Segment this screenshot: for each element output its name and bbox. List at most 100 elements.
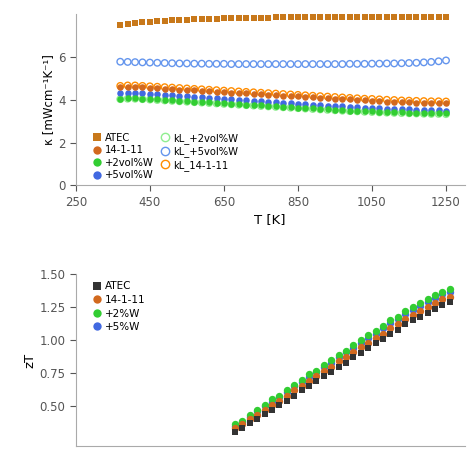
- +5%W: [416, 302, 424, 310]
- 14-1-11: [350, 348, 357, 356]
- kL_+5vol%W: [228, 60, 235, 68]
- kL_+2vol%W: [183, 98, 191, 106]
- kL_+2vol%W: [146, 96, 154, 103]
- 14-1-11: [242, 90, 250, 97]
- kL_+2vol%W: [139, 95, 146, 103]
- ATEC: [272, 14, 280, 21]
- ATEC: [346, 13, 354, 20]
- +2%W: [320, 362, 328, 369]
- 14-1-11: [420, 99, 428, 107]
- ATEC: [146, 18, 154, 26]
- +2%W: [246, 411, 254, 419]
- +2%W: [231, 421, 239, 428]
- ATEC: [328, 368, 335, 375]
- kL_+2vol%W: [235, 101, 243, 109]
- +2vol%W: [442, 109, 450, 117]
- 14-1-11: [287, 92, 294, 100]
- kL_+5vol%W: [405, 59, 413, 67]
- +2%W: [313, 367, 320, 374]
- ATEC: [235, 14, 243, 22]
- 14-1-11: [338, 95, 346, 103]
- kL_+2vol%W: [354, 108, 361, 115]
- kL_+5vol%W: [412, 59, 420, 66]
- kL_+5vol%W: [205, 60, 213, 68]
- kL_14-1-11: [398, 97, 405, 104]
- +2vol%W: [220, 100, 228, 107]
- ATEC: [412, 13, 420, 20]
- 14-1-11: [205, 88, 213, 95]
- +5%W: [335, 354, 342, 361]
- ATEC: [131, 19, 139, 27]
- kL_+5vol%W: [191, 60, 198, 67]
- +5%W: [298, 379, 305, 386]
- +2%W: [254, 406, 261, 414]
- kL_14-1-11: [301, 91, 309, 99]
- +2%W: [446, 285, 454, 292]
- ATEC: [176, 16, 183, 24]
- 14-1-11: [168, 85, 176, 93]
- ATEC: [205, 15, 213, 23]
- kL_14-1-11: [354, 94, 361, 102]
- kL_14-1-11: [375, 96, 383, 103]
- ATEC: [431, 305, 439, 312]
- +5%W: [431, 294, 439, 302]
- kL_14-1-11: [368, 95, 376, 103]
- +5vol%W: [428, 106, 435, 114]
- kL_+2vol%W: [117, 95, 124, 103]
- +5%W: [283, 388, 291, 395]
- 14-1-11: [279, 92, 287, 100]
- ATEC: [254, 415, 261, 423]
- Y-axis label: zT: zT: [24, 352, 36, 367]
- ATEC: [242, 14, 250, 22]
- ATEC: [268, 406, 276, 414]
- +5vol%W: [168, 91, 176, 99]
- 14-1-11: [354, 96, 361, 104]
- kL_+5vol%W: [391, 60, 398, 67]
- 14-1-11: [272, 91, 280, 99]
- +5%W: [409, 306, 417, 314]
- +2%W: [342, 347, 350, 355]
- +2vol%W: [375, 108, 383, 116]
- 14-1-11: [235, 89, 243, 97]
- +5vol%W: [272, 99, 280, 106]
- +2vol%W: [428, 109, 435, 117]
- kL_14-1-11: [324, 93, 331, 100]
- +5vol%W: [435, 107, 442, 114]
- kL_14-1-11: [420, 97, 428, 105]
- kL_+5vol%W: [131, 58, 139, 66]
- kL_14-1-11: [338, 94, 346, 101]
- +2vol%W: [361, 107, 368, 115]
- ATEC: [357, 350, 365, 357]
- +2vol%W: [235, 100, 243, 108]
- kL_+5vol%W: [398, 59, 405, 67]
- kL_+5vol%W: [301, 60, 309, 68]
- +2vol%W: [301, 104, 309, 112]
- +5%W: [268, 398, 276, 406]
- +2vol%W: [412, 109, 420, 117]
- +2vol%W: [405, 109, 413, 117]
- kL_+2vol%W: [391, 109, 398, 117]
- 14-1-11: [228, 89, 235, 96]
- kL_+2vol%W: [375, 109, 383, 116]
- kL_+2vol%W: [228, 100, 235, 108]
- 14-1-11: [117, 83, 124, 91]
- ATEC: [387, 330, 394, 337]
- kL_+5vol%W: [124, 58, 131, 66]
- kL_+2vol%W: [287, 104, 294, 111]
- +5vol%W: [361, 104, 368, 111]
- ATEC: [161, 17, 168, 25]
- +5vol%W: [235, 96, 243, 104]
- ATEC: [220, 15, 228, 22]
- ATEC: [246, 419, 254, 427]
- 14-1-11: [324, 94, 331, 102]
- 14-1-11: [291, 386, 298, 394]
- 14-1-11: [342, 354, 350, 361]
- kL_+2vol%W: [168, 97, 176, 105]
- 14-1-11: [139, 83, 146, 91]
- +2%W: [424, 296, 431, 303]
- +5%W: [438, 291, 446, 298]
- 14-1-11: [416, 308, 424, 315]
- kL_+5vol%W: [428, 58, 435, 66]
- kL_14-1-11: [331, 93, 339, 101]
- +5%W: [238, 418, 246, 426]
